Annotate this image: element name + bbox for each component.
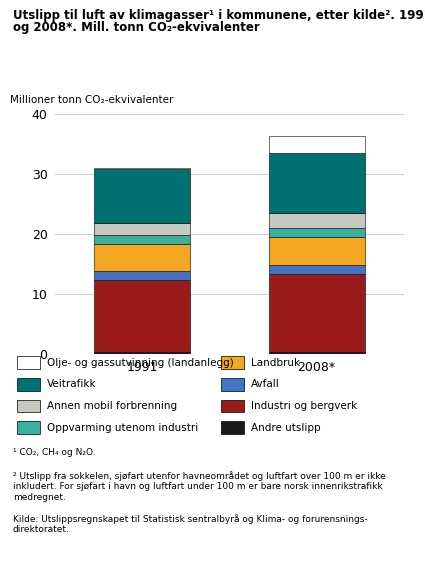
Text: Olje- og gassutvinning (landanlegg): Olje- og gassutvinning (landanlegg) [47,357,233,368]
Text: Kilde: Utslippsregnskapet til Statistisk sentralbyrå og Klima- og forurensnings-: Kilde: Utslippsregnskapet til Statistisk… [13,514,367,534]
Bar [94,271,190,280]
Bar [94,235,190,244]
Text: og 2008*. Mill. tonn CO₂-ekvivalenter: og 2008*. Mill. tonn CO₂-ekvivalenter [13,21,260,34]
Text: Avfall: Avfall [251,379,280,389]
Bar [269,227,365,236]
Bar [94,223,190,235]
Bar [269,212,365,227]
Text: ¹ CO₂, CH₄ og N₂O.: ¹ CO₂, CH₄ og N₂O. [13,448,95,457]
Bar [269,152,365,212]
Bar [94,280,190,352]
Bar [94,167,190,170]
Bar [269,274,365,352]
Text: Industri og bergverk: Industri og bergverk [251,401,357,411]
Bar [269,236,365,266]
Text: Oppvarming utenom industri: Oppvarming utenom industri [47,423,198,433]
Text: Annen mobil forbrenning: Annen mobil forbrenning [47,401,177,411]
Bar [269,352,365,354]
Bar [94,244,190,271]
Bar [269,266,365,274]
Text: ² Utslipp fra sokkelen, sjøfart utenfor havneområdet og luftfart over 100 m er i: ² Utslipp fra sokkelen, sjøfart utenfor … [13,471,385,502]
Bar [94,352,190,354]
Text: Andre utslipp: Andre utslipp [251,423,320,433]
Bar [94,170,190,223]
Text: Millioner tonn CO₂-ekvivalenter: Millioner tonn CO₂-ekvivalenter [10,95,173,104]
Text: Landbruk: Landbruk [251,357,300,368]
Bar [269,136,365,152]
Text: Veitrafikk: Veitrafikk [47,379,96,389]
Text: Utslipp til luft av klimagasser¹ i kommunene, etter kilde². 1991: Utslipp til luft av klimagasser¹ i kommu… [13,9,425,22]
